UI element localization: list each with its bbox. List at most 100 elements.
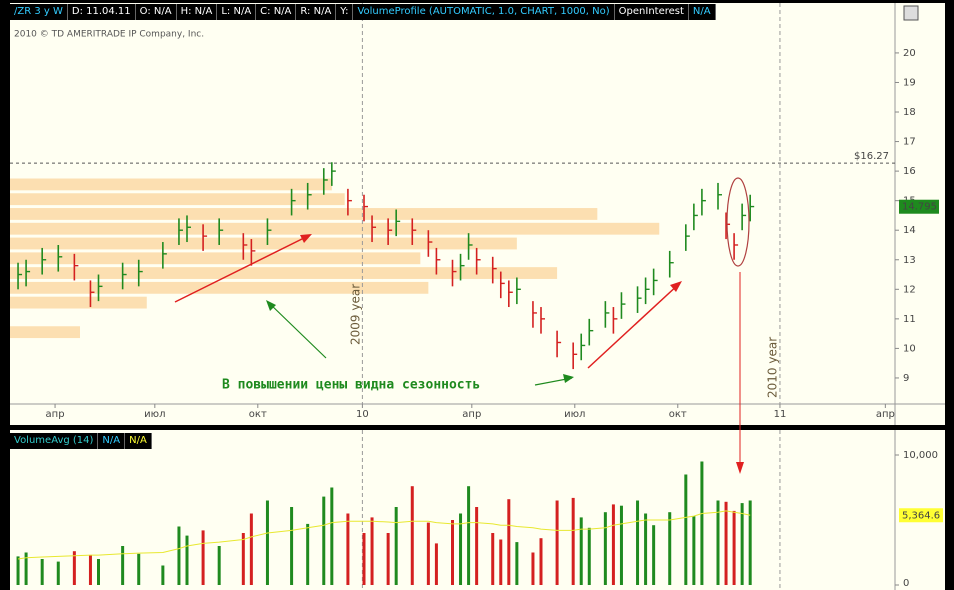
last-price-box — [899, 199, 939, 214]
header-field: OpenInterest — [615, 4, 689, 20]
x-tick-label: окт — [249, 409, 267, 420]
year-label: 2010 year — [766, 337, 780, 398]
y-tick-label: 10,000 — [903, 450, 938, 461]
average-marker-label: 5,364.6 — [902, 510, 940, 521]
reference-label: $16.27 — [854, 151, 889, 162]
volume-bar — [137, 553, 141, 585]
volume-bar — [434, 543, 438, 585]
volume-bar — [330, 487, 334, 585]
x-tick-label: 11 — [774, 409, 787, 420]
volume-bar — [201, 530, 205, 585]
arrow — [587, 282, 681, 369]
y-tick-label: 18 — [903, 107, 916, 118]
volume-bar — [724, 501, 728, 585]
settings-icon[interactable] — [903, 5, 919, 21]
header-field: L: N/A — [217, 4, 257, 20]
volume-bar — [748, 500, 752, 585]
study-title: VolumeAvg (14) — [10, 433, 99, 449]
average-line — [17, 510, 751, 560]
arrow-head — [670, 281, 682, 292]
arrow-head — [266, 300, 276, 311]
header-field: /ZR 3 y W — [10, 4, 68, 20]
volume-bar — [306, 523, 310, 585]
header-field: N/A — [689, 4, 716, 20]
volume-bar — [571, 497, 575, 585]
header-field: VolumeProfile (AUTOMATIC, 1.0, CHART, 10… — [353, 4, 615, 20]
volume-profile-bar — [10, 193, 345, 206]
volume-bar — [426, 522, 430, 585]
volume-profile-bar — [10, 252, 421, 265]
volume-bar — [410, 486, 414, 585]
volume-bar — [644, 513, 648, 585]
volume-bar — [40, 559, 44, 585]
study-status: N/A — [125, 433, 152, 449]
volume-bar — [290, 507, 294, 585]
volume-bar — [499, 539, 503, 585]
year-label: 2009 year — [349, 284, 363, 345]
arrow — [267, 301, 327, 359]
volume-bar — [16, 556, 20, 585]
y-tick-label: 12 — [903, 284, 916, 295]
x-tick-label: апр — [46, 409, 65, 420]
last-price-label: 14.795 — [902, 202, 937, 213]
volume-bar — [692, 516, 696, 585]
volume-bar — [24, 552, 28, 585]
volume-profile-bar — [10, 178, 332, 191]
volume-bar — [716, 500, 720, 585]
volume-bar — [507, 499, 511, 585]
annotation: В повышении цены видна сезонность — [222, 378, 480, 393]
header-field: R: N/A — [296, 4, 337, 20]
highlight-ellipse — [726, 177, 750, 267]
x-tick-label: июл — [144, 409, 165, 420]
y-tick-label: 10 — [903, 343, 916, 354]
volume-bar — [611, 504, 615, 585]
study-status: N/A — [98, 433, 126, 449]
x-tick-label: 10 — [356, 409, 369, 420]
volume-bar — [56, 561, 60, 585]
volume-bar — [491, 533, 495, 585]
volume-bar — [459, 513, 463, 585]
volume-bar — [515, 542, 519, 585]
volume-bar — [370, 517, 374, 585]
volume-profile-bar — [10, 222, 660, 235]
arrow-head — [563, 374, 574, 383]
volume-bar — [475, 507, 479, 585]
volume-profile-bar — [10, 281, 429, 294]
arrow-head — [300, 234, 312, 243]
header: /ZR 3 y W D: 11.04.11 O: N/A H: N/A L: N/A C:… — [10, 4, 716, 20]
arrow — [174, 234, 311, 303]
header-field: D: 11.04.11 — [68, 4, 136, 20]
volume-bar — [217, 546, 221, 585]
volume-bar — [539, 538, 543, 585]
volume-bar — [636, 500, 640, 585]
volume-bar — [732, 510, 736, 585]
average-marker-box — [899, 508, 943, 523]
volume-bar — [97, 559, 100, 585]
volume-bar — [451, 520, 454, 585]
volume-bar — [362, 533, 366, 585]
volume-bar — [249, 513, 253, 585]
y-tick-label: 17 — [903, 137, 916, 148]
y-tick-label: 13 — [903, 255, 916, 266]
volume-bar — [555, 500, 559, 585]
volume-profile-bar — [10, 208, 598, 220]
volume-bar — [467, 486, 471, 585]
volume-bar — [88, 555, 92, 585]
volume-bar — [185, 535, 189, 585]
volume-bar — [265, 500, 269, 585]
y-tick-label: 20 — [903, 48, 916, 59]
x-tick-label: апр — [876, 409, 895, 420]
x-tick-label: апр — [462, 409, 481, 420]
volume-bar — [241, 533, 245, 585]
volume-profile-bar — [10, 326, 80, 339]
volume-bar — [619, 505, 623, 585]
volume-bar — [386, 533, 390, 585]
volume-bar — [161, 565, 165, 585]
volume-bar — [72, 551, 76, 585]
volume-bar — [322, 496, 326, 585]
arrow-head — [736, 462, 744, 474]
y-tick-label: 16 — [903, 166, 916, 177]
volume-bar — [394, 507, 398, 585]
